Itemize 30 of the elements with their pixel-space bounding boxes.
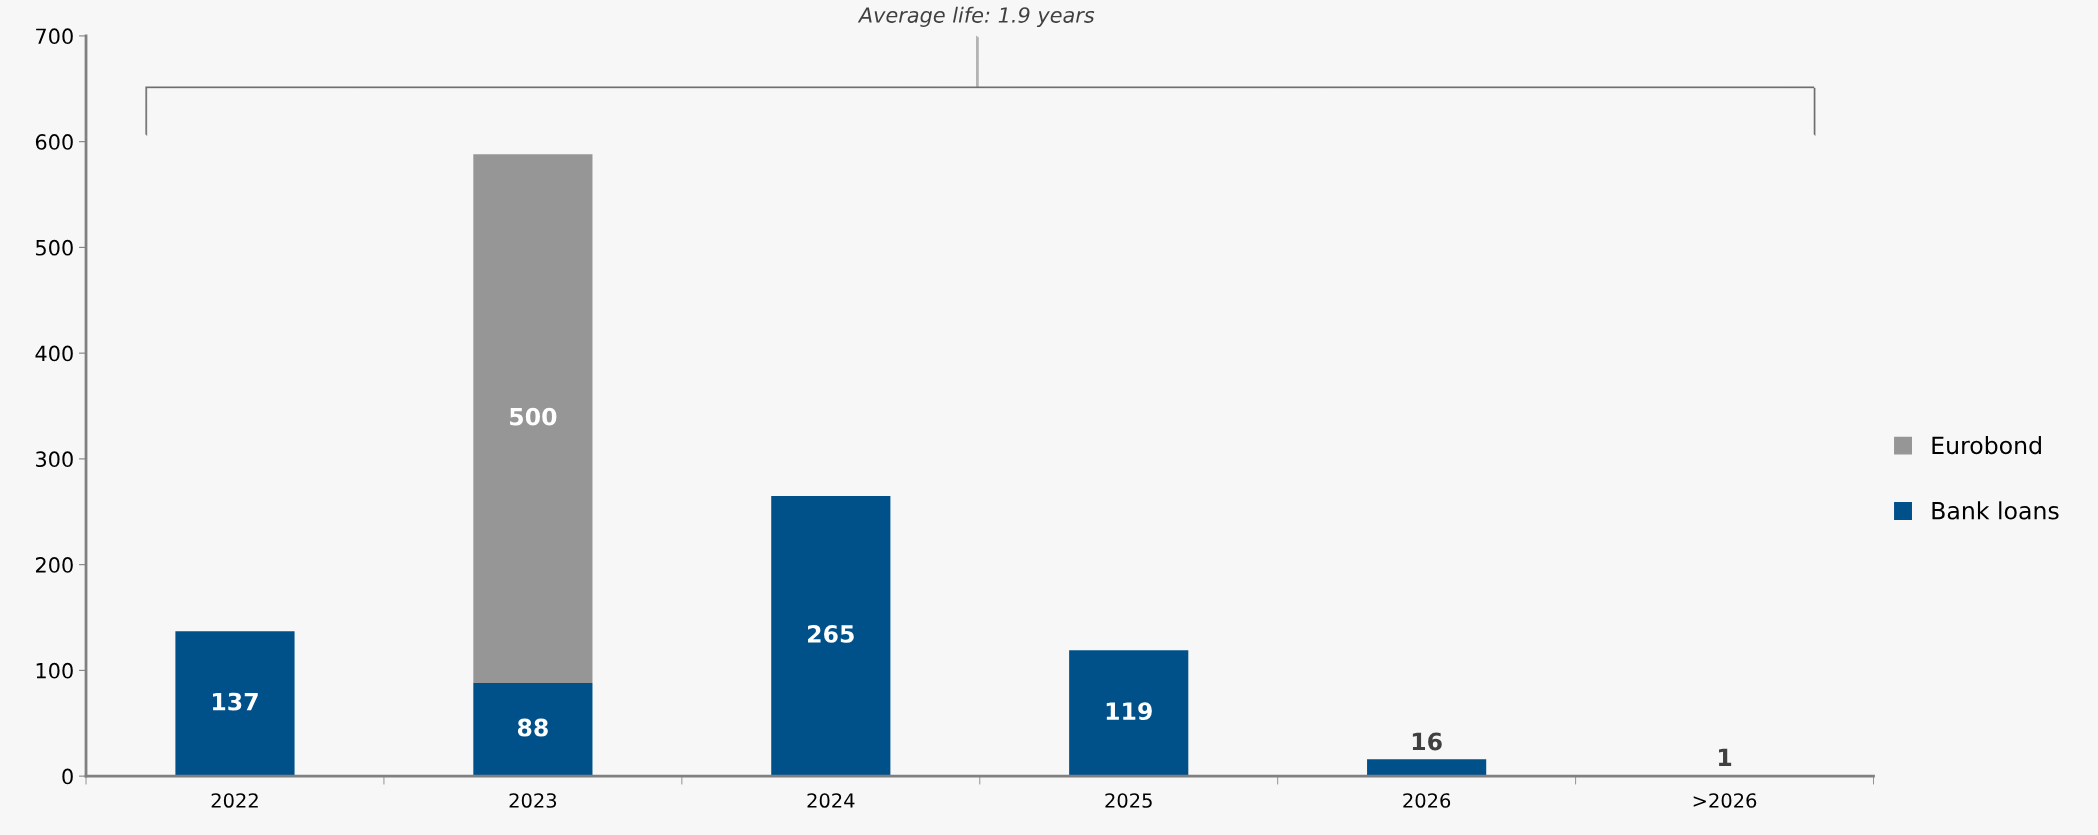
- bar: [473, 154, 593, 684]
- bar: [771, 495, 891, 777]
- x-tick-label: 2026: [1403, 793, 1451, 808]
- data-label: 88: [517, 718, 548, 737]
- x-tick-label: 2023: [509, 793, 557, 808]
- legend-label: Eurobond: [1932, 435, 2041, 455]
- y-tick-label: 700: [36, 28, 73, 45]
- text: Average life: 1.9 years: [857, 6, 1095, 27]
- legend-label: Bank loans: [1932, 501, 2059, 520]
- bar: [1367, 759, 1487, 777]
- y-tick-label: 500: [36, 239, 73, 256]
- x-tick-label: 2024: [807, 793, 855, 808]
- bar: [473, 683, 593, 777]
- data-label: 1: [1719, 748, 1732, 766]
- y-tick-label: 100: [36, 662, 73, 679]
- data-label: 137: [213, 692, 258, 711]
- y-tick-label: 200: [35, 557, 73, 573]
- y-tick-label: 400: [35, 345, 73, 362]
- data-label: 119: [1106, 702, 1152, 721]
- y-tick-label: 600: [35, 134, 73, 150]
- x-tick-label: >2026: [1693, 793, 1757, 808]
- bar: [175, 631, 295, 777]
- data-label: 500: [510, 407, 557, 426]
- y-tick-label: 0: [62, 768, 73, 785]
- x-tick-label: 2025: [1105, 793, 1152, 808]
- data-label: 265: [808, 625, 854, 643]
- data-label: 16: [1412, 732, 1442, 751]
- y-tick-label: 300: [36, 451, 73, 468]
- x-tick-label: 2022: [211, 793, 258, 808]
- bar: [1069, 650, 1189, 777]
